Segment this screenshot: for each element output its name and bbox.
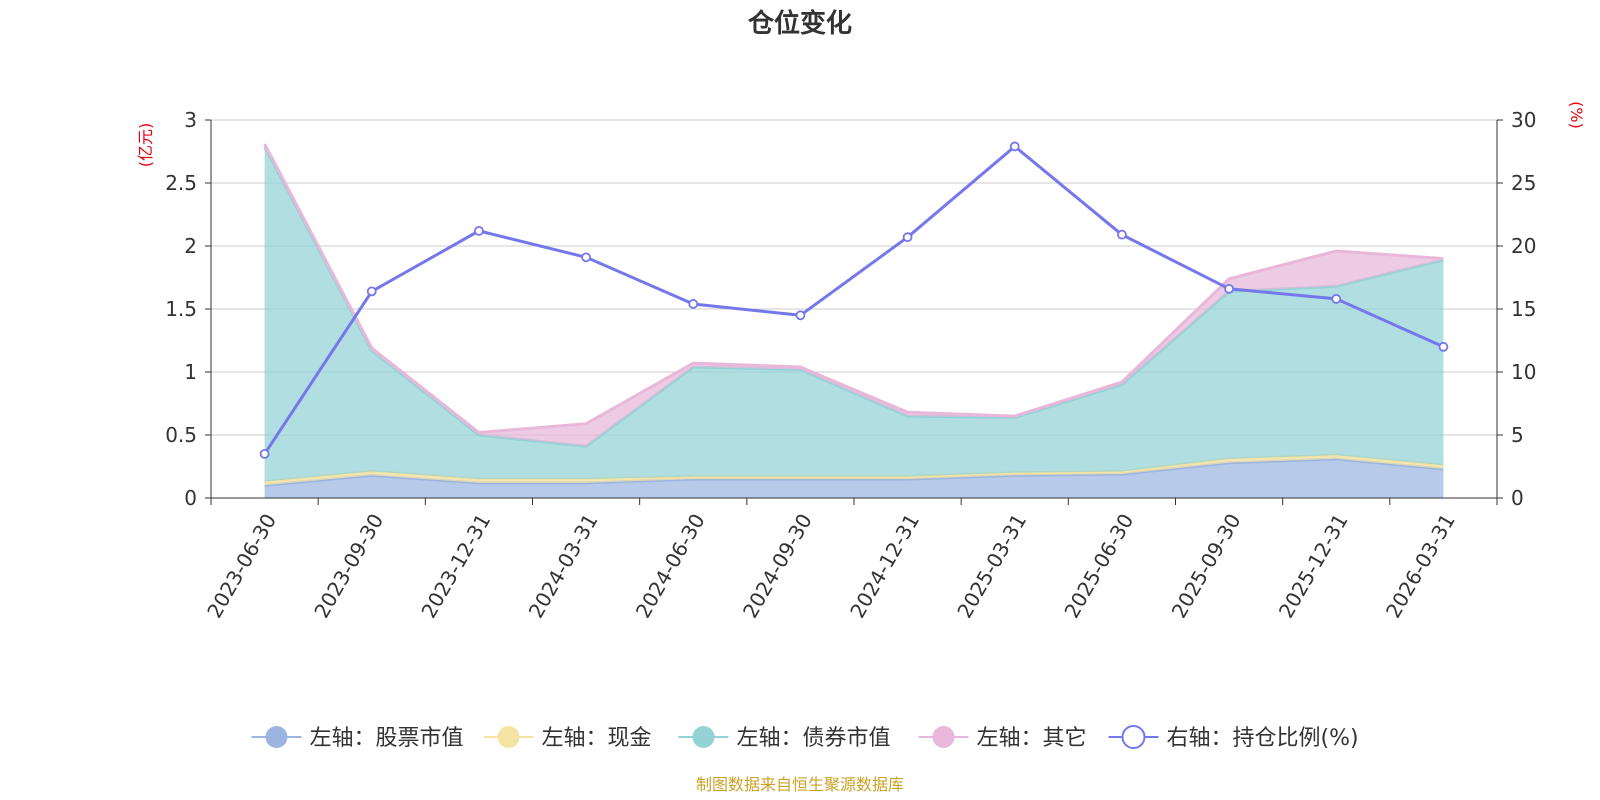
x-axis-category-label: 2023-06-30 [202,510,281,623]
right-axis-tick-label: 30 [1511,108,1536,132]
legend[interactable]: 左轴：股票市值 左轴：现金 左轴：债券市值 左轴：其它 右轴：持仓比例(%) [251,725,1359,751]
legend-item[interactable]: 右轴：持仓比例(%) [1108,725,1359,751]
left-axis-tick-label: 0 [184,486,197,510]
x-axis-category-label: 2023-09-30 [309,510,388,623]
x-axis-category-label: 2024-12-31 [845,510,924,623]
left-axis-tick-label: 1.5 [165,297,197,321]
x-axis-category-label: 2025-09-30 [1167,510,1246,623]
x-axis-category-label: 2025-06-30 [1059,510,1138,623]
left-axis-tick-label: 2.5 [165,171,197,195]
area-左轴：股票市值 [264,458,1444,498]
right-axis-tick-label: 15 [1511,297,1536,321]
right-axis-tick-label: 5 [1511,423,1524,447]
left-axis-tick-label: 0.5 [165,423,197,447]
x-axis-category-label: 2026-03-31 [1381,510,1460,623]
legend-label: 左轴：现金 [542,726,652,751]
right-axis-tick-label: 20 [1511,234,1536,258]
ratio-point [259,448,270,459]
left-axis-unit: (亿元) [136,123,155,168]
legend-item[interactable]: 左轴：其它 [918,726,1087,751]
legend-marker [932,726,955,748]
legend-marker [265,726,288,748]
left-axis-tick-label: 2 [184,234,197,258]
ratio-point [1117,229,1127,240]
area-series [263,143,1444,498]
x-axis-category-label: 2024-09-30 [738,510,817,623]
legend-label: 右轴：持仓比例(%) [1167,726,1359,751]
right-axis-unit: (%) [1567,101,1586,129]
legend-marker [692,726,715,748]
right-axis-tick-label: 25 [1511,171,1536,195]
data-source-note: 制图数据来自恒生聚源数据库 [696,775,904,794]
legend-item[interactable]: 左轴：现金 [483,726,652,751]
legend-label: 左轴：债券市值 [737,726,891,751]
ratio-point [1438,341,1449,352]
ratio-point [366,286,377,297]
ratio-point [1331,294,1342,304]
ratio-point [1009,141,1020,152]
ratio-point [688,299,699,309]
legend-label: 左轴：股票市值 [310,726,464,751]
legend-item[interactable]: 左轴：股票市值 [251,726,464,751]
x-axis-category-label: 2025-12-31 [1274,510,1353,623]
left-axis-tick-label: 1 [184,360,197,384]
ratio-line-series [259,141,1449,459]
ratio-point [1224,283,1234,294]
x-axis-category-label: 2023-12-31 [416,509,495,622]
x-axis-category-label: 2025-03-31 [952,510,1031,623]
area-edge-左轴：其它 [263,143,1444,435]
left-axis-tick-label: 3 [184,108,197,132]
ratio-point [795,310,806,321]
ratio-point [581,252,591,263]
right-axis-tick-label: 0 [1511,486,1524,510]
right-axis-tick-label: 10 [1511,360,1536,384]
legend-marker [497,726,520,748]
x-axis-category-label: 2024-03-31 [524,510,603,623]
chart-title: 仓位变化 [747,8,852,39]
ratio-line [263,144,1445,455]
ratio-point [474,225,484,236]
legend-marker [1121,725,1146,749]
area-左轴：现金 [264,455,1444,486]
legend-label: 左轴：其它 [977,726,1087,751]
ratio-point [902,232,913,243]
area-左轴：债券市值 [264,146,1444,482]
legend-item[interactable]: 左轴：债券市值 [678,726,891,751]
x-axis-category-label: 2024-06-30 [631,510,710,623]
